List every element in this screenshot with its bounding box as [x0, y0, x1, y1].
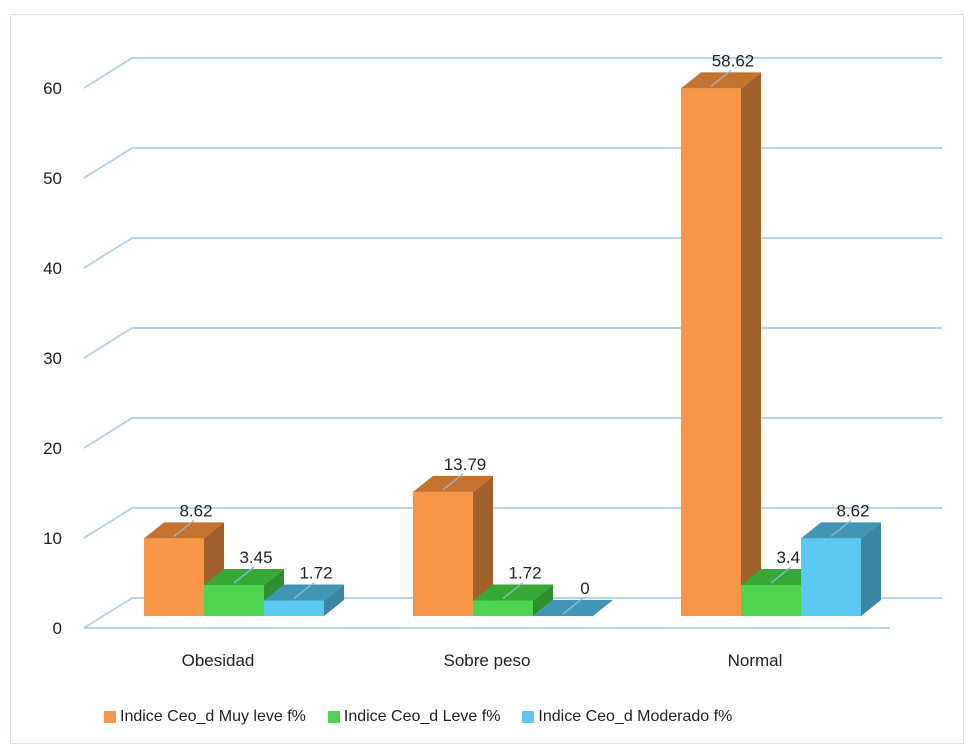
legend-swatch-leve — [327, 711, 340, 723]
bar-top — [264, 584, 344, 601]
bar — [144, 538, 204, 616]
legend-swatch-moderado — [522, 711, 535, 723]
data-label-leader — [562, 597, 584, 615]
gridline-side — [83, 507, 133, 539]
bar-top — [801, 522, 881, 539]
bar-top — [533, 600, 613, 616]
x-category-label: Obesidad — [182, 651, 255, 670]
data-label-leader — [770, 566, 792, 584]
data-label: 0 — [580, 579, 589, 598]
data-label: 1.72 — [508, 564, 541, 583]
bar — [681, 88, 741, 617]
data-label: 1.72 — [299, 564, 332, 583]
bar — [741, 584, 801, 616]
bar-top — [204, 568, 284, 585]
data-label-leader — [502, 582, 524, 600]
legend-label-leve: Indice Ceo_d Leve f% — [343, 708, 501, 725]
gridline-side — [83, 417, 133, 449]
legend-swatch-muy-leve — [104, 711, 116, 723]
bar-side — [533, 584, 553, 616]
gridline-side — [83, 147, 133, 179]
y-tick-label: 40 — [43, 259, 62, 278]
bar-top — [681, 72, 761, 89]
x-category-label: Sobre peso — [444, 651, 531, 670]
bar-side — [861, 522, 881, 616]
bar — [264, 600, 324, 616]
x-category-label: Normal — [728, 651, 783, 670]
legend-label-moderado: Indice Ceo_d Moderado f% — [538, 708, 733, 725]
data-label: 13.79 — [444, 455, 487, 474]
bar-top — [473, 584, 553, 601]
legend-item-moderado: Indice Ceo_d Moderado f% — [522, 708, 732, 726]
bar-top — [413, 475, 493, 492]
data-label-leader — [830, 519, 852, 537]
gridline-side — [83, 597, 133, 629]
legend-item-leve: Indice Ceo_d Leve f% — [327, 708, 501, 726]
bar-side — [473, 475, 493, 616]
gridline-side — [83, 237, 133, 269]
y-tick-label: 10 — [43, 529, 62, 548]
gridline-side — [83, 57, 133, 89]
y-tick-label: 60 — [43, 79, 62, 98]
data-label-leader — [233, 566, 255, 584]
bar — [204, 584, 264, 616]
bar-side — [324, 584, 344, 616]
data-label: 8.62 — [836, 501, 869, 520]
y-tick-label: 0 — [53, 619, 62, 638]
bar-side — [741, 72, 761, 617]
bar-top — [144, 522, 224, 539]
bar — [413, 491, 473, 616]
data-label-leader — [173, 519, 195, 537]
bar — [473, 600, 533, 616]
gridline-side — [83, 327, 133, 359]
legend-label-muy-leve: Indice Ceo_d Muy leve f% — [120, 708, 306, 725]
data-label: 3.45 — [239, 548, 272, 567]
legend-item-muy-leve: Indice Ceo_d Muy leve f% — [104, 708, 306, 726]
chart-legend: Indice Ceo_d Muy leve f% Indice Ceo_d Le… — [104, 708, 732, 726]
y-tick-label: 30 — [43, 349, 62, 368]
bar — [801, 538, 861, 616]
chart-frame — [10, 14, 964, 744]
data-label: 58.62 — [712, 51, 755, 70]
chart-plot: 0 10 20 30 40 50 60 Obesidad Sobre peso Normal 8.6… — [43, 51, 942, 670]
data-label-leader — [293, 582, 315, 600]
data-label: 8.62 — [179, 501, 212, 520]
data-label-leader — [710, 69, 732, 87]
y-tick-label: 20 — [43, 439, 62, 458]
data-label-leader — [442, 473, 464, 491]
y-tick-label: 50 — [43, 169, 62, 188]
